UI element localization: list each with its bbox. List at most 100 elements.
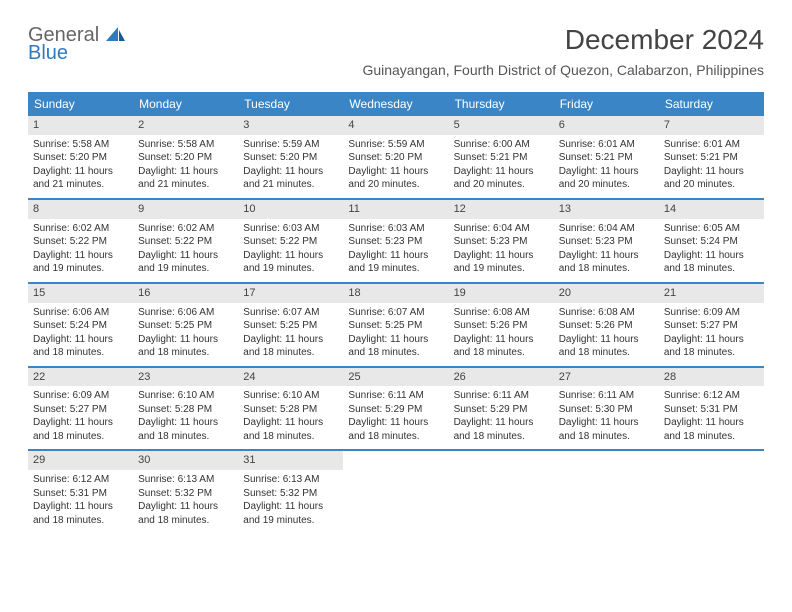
day-number: 10 bbox=[238, 200, 343, 219]
sunset-text: Sunset: 5:32 PM bbox=[138, 487, 233, 501]
day-cell: 4Sunrise: 5:59 AMSunset: 5:20 PMDaylight… bbox=[343, 116, 448, 198]
weeks-container: 1Sunrise: 5:58 AMSunset: 5:20 PMDaylight… bbox=[28, 116, 764, 533]
day-body: Sunrise: 6:05 AMSunset: 5:24 PMDaylight:… bbox=[659, 219, 764, 282]
day-cell: 29Sunrise: 6:12 AMSunset: 5:31 PMDayligh… bbox=[28, 451, 133, 533]
sunrise-text: Sunrise: 6:12 AM bbox=[664, 389, 759, 403]
sunrise-text: Sunrise: 6:07 AM bbox=[348, 306, 443, 320]
day-number: 21 bbox=[659, 284, 764, 303]
day-number: 12 bbox=[449, 200, 554, 219]
daylight-text: Daylight: 11 hours and 18 minutes. bbox=[138, 333, 233, 360]
sunset-text: Sunset: 5:21 PM bbox=[664, 151, 759, 165]
day-cell: 14Sunrise: 6:05 AMSunset: 5:24 PMDayligh… bbox=[659, 200, 764, 282]
daylight-text: Daylight: 11 hours and 19 minutes. bbox=[243, 500, 338, 527]
day-number: 28 bbox=[659, 368, 764, 387]
sunset-text: Sunset: 5:20 PM bbox=[243, 151, 338, 165]
sunrise-text: Sunrise: 6:13 AM bbox=[243, 473, 338, 487]
sunset-text: Sunset: 5:26 PM bbox=[559, 319, 654, 333]
daylight-text: Daylight: 11 hours and 18 minutes. bbox=[348, 416, 443, 443]
day-body: Sunrise: 6:11 AMSunset: 5:29 PMDaylight:… bbox=[449, 386, 554, 449]
day-cell: 16Sunrise: 6:06 AMSunset: 5:25 PMDayligh… bbox=[133, 284, 238, 366]
daylight-text: Daylight: 11 hours and 18 minutes. bbox=[664, 249, 759, 276]
logo: General Blue bbox=[28, 24, 126, 48]
daylight-text: Daylight: 11 hours and 18 minutes. bbox=[559, 333, 654, 360]
day-body: Sunrise: 6:02 AMSunset: 5:22 PMDaylight:… bbox=[133, 219, 238, 282]
day-number: 7 bbox=[659, 116, 764, 135]
sunset-text: Sunset: 5:23 PM bbox=[348, 235, 443, 249]
day-cell: 6Sunrise: 6:01 AMSunset: 5:21 PMDaylight… bbox=[554, 116, 659, 198]
daylight-text: Daylight: 11 hours and 18 minutes. bbox=[243, 333, 338, 360]
sunset-text: Sunset: 5:22 PM bbox=[33, 235, 128, 249]
week-row: 29Sunrise: 6:12 AMSunset: 5:31 PMDayligh… bbox=[28, 449, 764, 533]
sunrise-text: Sunrise: 5:59 AM bbox=[348, 138, 443, 152]
day-number: 18 bbox=[343, 284, 448, 303]
daylight-text: Daylight: 11 hours and 20 minutes. bbox=[348, 165, 443, 192]
week-row: 15Sunrise: 6:06 AMSunset: 5:24 PMDayligh… bbox=[28, 282, 764, 366]
day-body: Sunrise: 6:02 AMSunset: 5:22 PMDaylight:… bbox=[28, 219, 133, 282]
sunrise-text: Sunrise: 6:02 AM bbox=[33, 222, 128, 236]
sunrise-text: Sunrise: 6:11 AM bbox=[559, 389, 654, 403]
day-cell: 27Sunrise: 6:11 AMSunset: 5:30 PMDayligh… bbox=[554, 368, 659, 450]
sunrise-text: Sunrise: 6:04 AM bbox=[454, 222, 549, 236]
day-body: Sunrise: 5:59 AMSunset: 5:20 PMDaylight:… bbox=[238, 135, 343, 198]
sunset-text: Sunset: 5:23 PM bbox=[559, 235, 654, 249]
day-number: 13 bbox=[554, 200, 659, 219]
day-body: Sunrise: 6:09 AMSunset: 5:27 PMDaylight:… bbox=[659, 303, 764, 366]
sunset-text: Sunset: 5:27 PM bbox=[33, 403, 128, 417]
sunset-text: Sunset: 5:27 PM bbox=[664, 319, 759, 333]
daylight-text: Daylight: 11 hours and 19 minutes. bbox=[454, 249, 549, 276]
sunset-text: Sunset: 5:22 PM bbox=[138, 235, 233, 249]
sunrise-text: Sunrise: 6:00 AM bbox=[454, 138, 549, 152]
day-cell: 18Sunrise: 6:07 AMSunset: 5:25 PMDayligh… bbox=[343, 284, 448, 366]
day-body: Sunrise: 6:03 AMSunset: 5:23 PMDaylight:… bbox=[343, 219, 448, 282]
day-cell: 24Sunrise: 6:10 AMSunset: 5:28 PMDayligh… bbox=[238, 368, 343, 450]
day-number: 14 bbox=[659, 200, 764, 219]
day-cell: 13Sunrise: 6:04 AMSunset: 5:23 PMDayligh… bbox=[554, 200, 659, 282]
day-cell: 8Sunrise: 6:02 AMSunset: 5:22 PMDaylight… bbox=[28, 200, 133, 282]
daylight-text: Daylight: 11 hours and 18 minutes. bbox=[454, 416, 549, 443]
day-body: Sunrise: 6:07 AMSunset: 5:25 PMDaylight:… bbox=[343, 303, 448, 366]
day-body: Sunrise: 6:08 AMSunset: 5:26 PMDaylight:… bbox=[449, 303, 554, 366]
day-number: 25 bbox=[343, 368, 448, 387]
sunset-text: Sunset: 5:20 PM bbox=[138, 151, 233, 165]
day-body: Sunrise: 6:06 AMSunset: 5:25 PMDaylight:… bbox=[133, 303, 238, 366]
daylight-text: Daylight: 11 hours and 18 minutes. bbox=[454, 333, 549, 360]
daylight-text: Daylight: 11 hours and 19 minutes. bbox=[138, 249, 233, 276]
daylight-text: Daylight: 11 hours and 19 minutes. bbox=[348, 249, 443, 276]
sunrise-text: Sunrise: 6:06 AM bbox=[33, 306, 128, 320]
sunset-text: Sunset: 5:25 PM bbox=[138, 319, 233, 333]
day-cell: 19Sunrise: 6:08 AMSunset: 5:26 PMDayligh… bbox=[449, 284, 554, 366]
daylight-text: Daylight: 11 hours and 18 minutes. bbox=[664, 416, 759, 443]
header: General Blue December 2024 Guinayangan, … bbox=[28, 24, 764, 78]
title-block: December 2024 Guinayangan, Fourth Distri… bbox=[362, 24, 764, 78]
day-cell: 1Sunrise: 5:58 AMSunset: 5:20 PMDaylight… bbox=[28, 116, 133, 198]
sunset-text: Sunset: 5:22 PM bbox=[243, 235, 338, 249]
day-cell: 15Sunrise: 6:06 AMSunset: 5:24 PMDayligh… bbox=[28, 284, 133, 366]
day-header-wed: Wednesday bbox=[343, 92, 448, 116]
daylight-text: Daylight: 11 hours and 18 minutes. bbox=[348, 333, 443, 360]
sunrise-text: Sunrise: 6:02 AM bbox=[138, 222, 233, 236]
daylight-text: Daylight: 11 hours and 18 minutes. bbox=[559, 249, 654, 276]
sunrise-text: Sunrise: 6:08 AM bbox=[454, 306, 549, 320]
day-number: 8 bbox=[28, 200, 133, 219]
sunset-text: Sunset: 5:23 PM bbox=[454, 235, 549, 249]
month-title: December 2024 bbox=[362, 24, 764, 56]
daylight-text: Daylight: 11 hours and 20 minutes. bbox=[454, 165, 549, 192]
sunset-text: Sunset: 5:25 PM bbox=[243, 319, 338, 333]
sunset-text: Sunset: 5:29 PM bbox=[348, 403, 443, 417]
day-number: 16 bbox=[133, 284, 238, 303]
sunset-text: Sunset: 5:20 PM bbox=[348, 151, 443, 165]
sunset-text: Sunset: 5:24 PM bbox=[664, 235, 759, 249]
day-body: Sunrise: 6:06 AMSunset: 5:24 PMDaylight:… bbox=[28, 303, 133, 366]
sunrise-text: Sunrise: 6:10 AM bbox=[243, 389, 338, 403]
day-cell: 31Sunrise: 6:13 AMSunset: 5:32 PMDayligh… bbox=[238, 451, 343, 533]
week-row: 8Sunrise: 6:02 AMSunset: 5:22 PMDaylight… bbox=[28, 198, 764, 282]
day-cell: 11Sunrise: 6:03 AMSunset: 5:23 PMDayligh… bbox=[343, 200, 448, 282]
sunrise-text: Sunrise: 6:03 AM bbox=[243, 222, 338, 236]
week-row: 22Sunrise: 6:09 AMSunset: 5:27 PMDayligh… bbox=[28, 366, 764, 450]
day-cell: 30Sunrise: 6:13 AMSunset: 5:32 PMDayligh… bbox=[133, 451, 238, 533]
day-cell: 28Sunrise: 6:12 AMSunset: 5:31 PMDayligh… bbox=[659, 368, 764, 450]
day-body: Sunrise: 5:58 AMSunset: 5:20 PMDaylight:… bbox=[28, 135, 133, 198]
day-body: Sunrise: 5:59 AMSunset: 5:20 PMDaylight:… bbox=[343, 135, 448, 198]
sunrise-text: Sunrise: 5:58 AM bbox=[33, 138, 128, 152]
sunset-text: Sunset: 5:30 PM bbox=[559, 403, 654, 417]
